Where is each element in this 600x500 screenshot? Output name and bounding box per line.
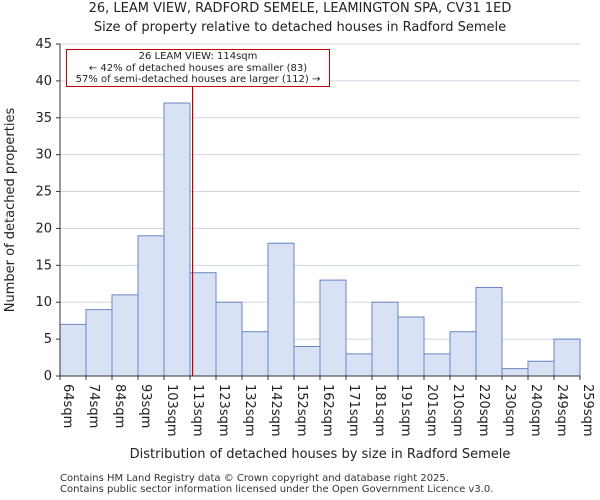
x-tick-label: 152sqm — [294, 384, 309, 437]
chart-title: 26, LEAM VIEW, RADFORD SEMELE, LEAMINGTO… — [88, 1, 512, 16]
histogram-bar — [423, 353, 451, 377]
x-tick-label: 113sqm — [190, 384, 205, 437]
histogram-bar — [527, 360, 555, 377]
histogram-bar — [371, 301, 399, 377]
histogram-bar — [163, 102, 191, 377]
y-tick-label: 15 — [35, 258, 52, 273]
x-tick-label: 132sqm — [242, 384, 257, 437]
histogram-bar — [475, 286, 503, 377]
x-tick-label: 249sqm — [554, 384, 569, 437]
y-tick-label: 40 — [35, 74, 52, 89]
x-tick-label: 74sqm — [86, 384, 101, 428]
y-tick-label: 20 — [35, 221, 52, 236]
x-tick-label: 191sqm — [398, 384, 413, 437]
chart-subtitle: Size of property relative to detached ho… — [93, 20, 507, 35]
histogram-bar — [241, 331, 269, 377]
x-tick-label: 64sqm — [60, 384, 75, 428]
histogram-bar — [449, 331, 477, 377]
x-tick-label: 171sqm — [346, 384, 361, 437]
x-tick-label: 240sqm — [528, 384, 543, 437]
histogram-bar — [137, 235, 165, 377]
y-tick-label: 0 — [44, 369, 52, 384]
annotation-line-1: 26 LEAM VIEW: 114sqm — [138, 51, 258, 62]
histogram-bar — [319, 279, 347, 377]
y-tick-label: 30 — [35, 148, 52, 163]
histogram-bar — [215, 301, 243, 377]
annotation-line-3: 57% of semi-detached houses are larger (… — [75, 74, 321, 85]
histogram-bar — [293, 345, 321, 377]
x-tick-label: 230sqm — [502, 384, 517, 437]
y-tick-label: 25 — [35, 185, 52, 200]
y-tick-label: 5 — [44, 332, 52, 347]
histogram-bar — [553, 338, 581, 377]
histogram-bar — [85, 309, 113, 377]
x-tick-label: 201sqm — [424, 384, 439, 437]
histogram-bar — [111, 294, 139, 377]
x-tick-label: 84sqm — [112, 384, 127, 428]
x-tick-label: 93sqm — [138, 384, 153, 428]
histogram-bar — [189, 272, 217, 377]
histogram-bar — [267, 242, 295, 377]
x-tick-label: 220sqm — [476, 384, 491, 437]
histogram-bar — [59, 323, 87, 377]
y-axis-title: Number of detached properties — [3, 108, 18, 313]
x-tick-label: 259sqm — [580, 384, 595, 437]
x-tick-label: 123sqm — [216, 384, 231, 437]
y-tick-label: 10 — [35, 295, 52, 310]
x-axis-title: Distribution of detached houses by size … — [130, 447, 511, 462]
y-tick-label: 45 — [35, 37, 52, 52]
footer-copyright: Contains HM Land Registry data © Crown c… — [60, 473, 449, 484]
x-tick-label: 103sqm — [164, 384, 179, 437]
y-tick-label: 35 — [35, 111, 52, 126]
histogram-bar — [501, 368, 529, 377]
footer-licence: Contains public sector information licen… — [60, 484, 494, 495]
x-tick-label: 142sqm — [268, 384, 283, 437]
x-tick-label: 162sqm — [320, 384, 335, 437]
x-tick-label: 210sqm — [450, 384, 465, 437]
annotation-box: 26 LEAM VIEW: 114sqm ← 42% of detached h… — [66, 49, 330, 87]
histogram-bar — [345, 353, 373, 377]
histogram-bar — [397, 316, 425, 377]
annotation-line-2: ← 42% of detached houses are smaller (83… — [88, 62, 308, 74]
x-tick-label: 181sqm — [372, 384, 387, 437]
